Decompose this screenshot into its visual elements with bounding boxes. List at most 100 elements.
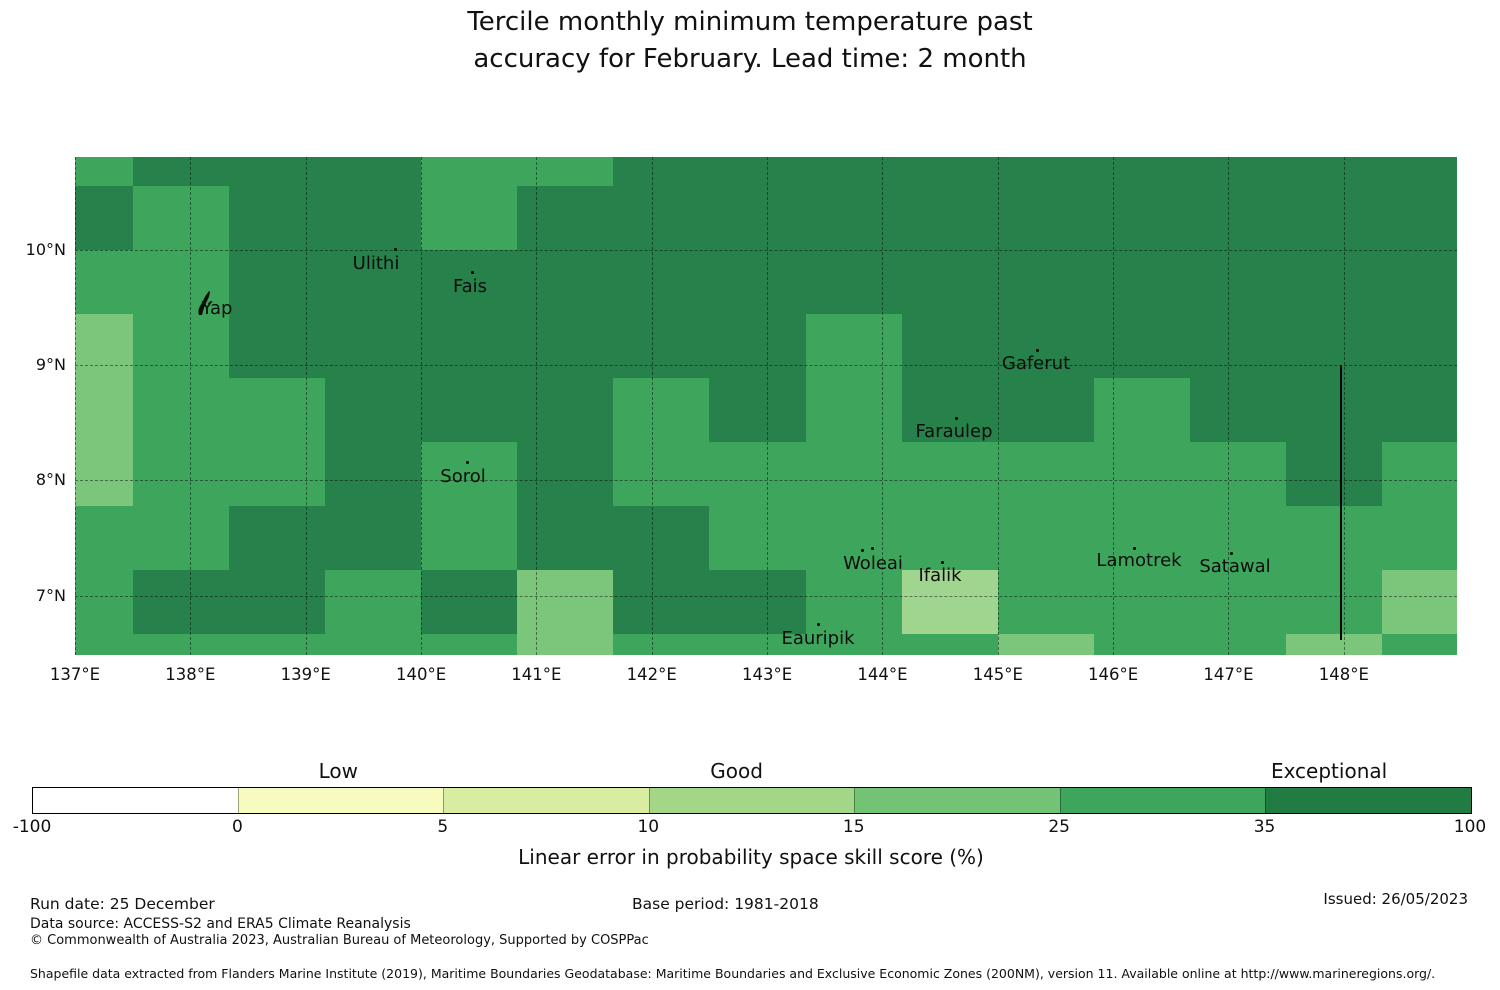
map-cell	[1093, 634, 1191, 655]
map-cell	[1093, 442, 1191, 507]
colorbar-segment	[33, 788, 238, 813]
map-cell	[1093, 157, 1191, 187]
map-cell	[1382, 314, 1457, 379]
y-axis-tick-label: 10°N	[25, 239, 66, 259]
island-marker-dot	[941, 561, 944, 564]
map-cell	[517, 249, 614, 315]
map-cell	[997, 634, 1095, 655]
map-cell	[132, 185, 230, 251]
map-cell	[901, 249, 999, 315]
island-marker-dot	[1230, 552, 1233, 555]
map-cell	[901, 377, 999, 443]
island-label: Ulithi	[352, 253, 400, 274]
island-label: Faraulep	[915, 421, 993, 442]
map-cell	[75, 442, 134, 507]
x-axis-tick-label: 145°E	[972, 665, 1023, 684]
map-cell	[1190, 442, 1287, 507]
map-cell	[997, 570, 1095, 635]
map-cell	[805, 185, 903, 251]
chart-title: Tercile monthly minimum temperature past…	[0, 4, 1500, 78]
map-cell	[421, 314, 518, 379]
yap-island-icon	[193, 289, 217, 317]
colorbar-tick-label: 35	[1253, 817, 1276, 837]
island-label: Woleai	[843, 553, 903, 574]
map-cell	[613, 570, 710, 635]
map-cell	[132, 634, 230, 655]
island-label: Lamotrek	[1096, 550, 1182, 571]
map-cell	[421, 442, 518, 507]
map-cell	[709, 442, 807, 507]
map-cell	[613, 157, 710, 187]
colorbar-category-label: Good	[710, 759, 763, 783]
colorbar-category-label: Exceptional	[1270, 759, 1388, 783]
colorbar-tick-label: 100	[1453, 817, 1487, 837]
map-cell	[517, 314, 614, 379]
map-cell	[1286, 157, 1383, 187]
map-cell	[901, 314, 999, 379]
map-cell	[805, 506, 903, 571]
map-cell	[1286, 442, 1383, 507]
map-cell	[901, 570, 999, 635]
map-cell	[1190, 314, 1287, 379]
y-axis-tick-label: 7°N	[35, 585, 66, 605]
longitude-gridline	[882, 157, 884, 655]
map-cell	[517, 570, 614, 635]
longitude-gridline	[1228, 157, 1230, 655]
longitude-gridline	[1113, 157, 1115, 655]
map-cell	[1382, 157, 1457, 187]
map-cell	[228, 634, 326, 655]
map-cell	[421, 634, 518, 655]
map-cell	[709, 185, 807, 251]
map-cell	[613, 314, 710, 379]
map-cell	[613, 634, 710, 655]
colorbar-segment	[237, 788, 444, 813]
x-axis-tick-label: 139°E	[280, 665, 331, 684]
map-cell	[75, 570, 134, 635]
map-cell	[1190, 157, 1287, 187]
x-axis-tick-label: 142°E	[626, 665, 677, 684]
map-cell	[901, 185, 999, 251]
longitude-gridline	[536, 157, 538, 655]
colorbar-tick-label: -100	[12, 817, 52, 837]
map-cell	[1382, 249, 1457, 315]
map-cell	[324, 506, 422, 571]
island-label: Sorol	[440, 466, 486, 487]
map-cell	[517, 157, 614, 187]
map-cell	[1093, 314, 1191, 379]
map-cell	[1093, 570, 1191, 635]
x-axis-tick-label: 146°E	[1088, 665, 1139, 684]
island-marker-dot	[955, 417, 958, 420]
map-cell	[228, 570, 326, 635]
map-cell	[1093, 185, 1191, 251]
map-cell	[1190, 634, 1287, 655]
colorbar-tick-label: 5	[437, 817, 449, 837]
map-cell	[613, 506, 710, 571]
colorbar-segment	[854, 788, 1060, 813]
map-cell	[1286, 570, 1383, 635]
map-cell	[997, 157, 1095, 187]
x-axis-tick-label: 138°E	[165, 665, 216, 684]
colorbar-ticks: -100 0 5 10 15 25 35 100	[13, 817, 1487, 839]
map-cell	[75, 377, 134, 443]
map-cell	[1286, 314, 1383, 379]
colorbar-axis-label: Linear error in probability space skill …	[518, 845, 984, 869]
colorbar-tick-label: 10	[637, 817, 660, 837]
island-marker-dot	[1133, 547, 1136, 550]
map-cell	[228, 157, 326, 187]
island-marker-dot	[394, 248, 397, 251]
map-cell	[228, 442, 326, 507]
map-cell	[997, 377, 1095, 443]
chart-title-line2: accuracy for February. Lead time: 2 mont…	[473, 44, 1027, 74]
map-cell	[421, 570, 518, 635]
map-plot-area: Ulithi Fais Yap Gaferut Faraulep Sorol Lamotre…	[75, 157, 1457, 655]
y-axis-tick-label: 9°N	[35, 355, 66, 375]
latitude-gridline	[75, 595, 1457, 597]
map-cell	[228, 249, 326, 315]
colorbar-tick-label: 25	[1048, 817, 1070, 837]
map-cell	[997, 314, 1095, 379]
map-cell	[132, 506, 230, 571]
latitude-gridline	[75, 365, 1457, 367]
map-cell	[1382, 377, 1457, 443]
map-cell	[709, 506, 807, 571]
